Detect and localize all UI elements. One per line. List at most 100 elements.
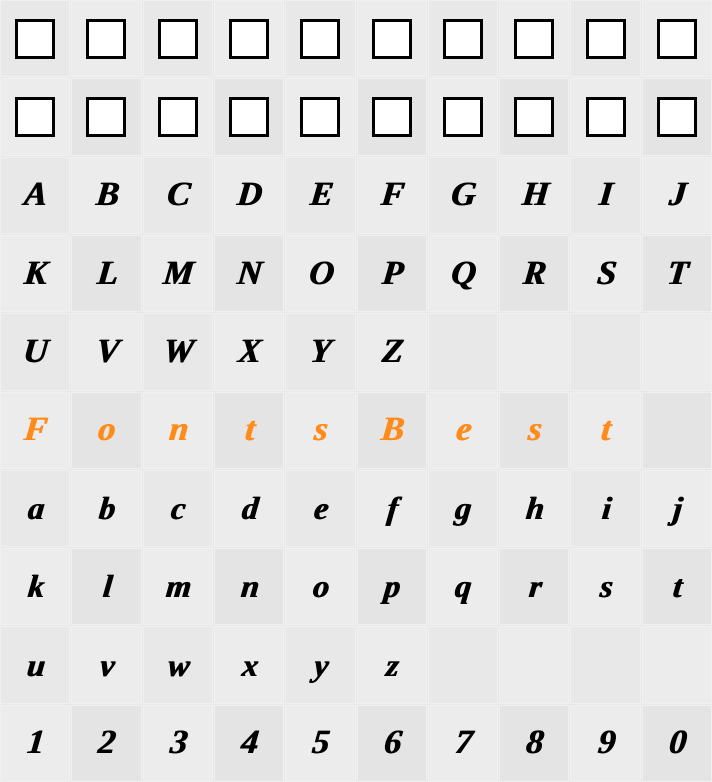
glyph-X: X <box>236 333 262 371</box>
glyph-W: W <box>161 333 194 371</box>
cell-9-1: 2 <box>71 705 141 782</box>
glyph-u: u <box>25 647 46 684</box>
cell-4-2: W <box>143 313 213 390</box>
cell-3-0: K <box>0 235 70 312</box>
glyph-t: t <box>671 568 683 605</box>
cell-7-4: o <box>285 548 355 625</box>
cell-0-5 <box>357 0 427 77</box>
cell-9-2: 3 <box>143 705 213 782</box>
cell-5-1: o <box>71 392 141 469</box>
glyph-o: o <box>96 411 116 449</box>
cell-3-3: N <box>214 235 284 312</box>
cell-8-0: u <box>0 626 70 703</box>
cell-1-7 <box>499 78 569 155</box>
cell-4-1: V <box>71 313 141 390</box>
cell-8-7 <box>499 626 569 703</box>
cell-6-4: e <box>285 470 355 547</box>
glyph-8: 8 <box>524 724 544 762</box>
glyph-n: n <box>239 568 260 605</box>
glyph-T: T <box>665 255 689 293</box>
cell-4-5: Z <box>357 313 427 390</box>
glyph-F: F <box>22 411 48 449</box>
cell-0-8 <box>570 0 640 77</box>
cell-8-9 <box>642 626 712 703</box>
glyph-y: y <box>312 647 329 684</box>
glyph-o: o <box>311 568 330 605</box>
cell-8-6 <box>428 626 498 703</box>
glyph-4: 4 <box>239 724 259 762</box>
glyph-s: s <box>598 568 613 605</box>
cell-7-1: l <box>71 548 141 625</box>
empty-glyph-box <box>158 19 198 59</box>
glyph-6: 6 <box>382 724 402 762</box>
empty-glyph-box <box>586 97 626 137</box>
cell-5-8: t <box>570 392 640 469</box>
cell-1-8 <box>570 78 640 155</box>
glyph-1: 1 <box>25 724 45 762</box>
cell-3-9: T <box>642 235 712 312</box>
cell-0-7 <box>499 0 569 77</box>
empty-glyph-box <box>15 19 55 59</box>
glyph-Y: Y <box>308 333 332 371</box>
cell-1-1 <box>71 78 141 155</box>
cell-2-1: B <box>71 157 141 234</box>
cell-9-0: 1 <box>0 705 70 782</box>
cell-8-4: y <box>285 626 355 703</box>
cell-8-8 <box>570 626 640 703</box>
cell-7-5: p <box>357 548 427 625</box>
glyph-j: j <box>671 490 683 527</box>
cell-0-6 <box>428 0 498 77</box>
cell-4-6 <box>428 313 498 390</box>
cell-3-1: L <box>71 235 141 312</box>
cell-0-2 <box>143 0 213 77</box>
cell-0-0 <box>0 0 70 77</box>
cell-6-0: a <box>0 470 70 547</box>
cell-5-6: e <box>428 392 498 469</box>
empty-glyph-box <box>300 19 340 59</box>
glyph-g: g <box>453 490 472 527</box>
empty-glyph-box <box>586 19 626 59</box>
cell-5-7: s <box>499 392 569 469</box>
cell-9-9: 0 <box>642 705 712 782</box>
cell-3-5: P <box>357 235 427 312</box>
cell-9-5: 6 <box>357 705 427 782</box>
glyph-p: p <box>382 568 401 605</box>
glyph-D: D <box>235 176 263 214</box>
cell-7-3: n <box>214 548 284 625</box>
glyph-L: L <box>95 255 119 293</box>
cell-2-9: J <box>642 157 712 234</box>
cell-4-4: Y <box>285 313 355 390</box>
cell-4-0: U <box>0 313 70 390</box>
cell-7-6: q <box>428 548 498 625</box>
cell-9-7: 8 <box>499 705 569 782</box>
cell-9-6: 7 <box>428 705 498 782</box>
glyph-k: k <box>26 568 45 605</box>
empty-glyph-box <box>514 97 554 137</box>
cell-6-1: b <box>71 470 141 547</box>
glyph-M: M <box>161 255 194 293</box>
glyph-r: r <box>527 568 542 605</box>
glyph-l: l <box>101 568 113 605</box>
glyph-0: 0 <box>667 724 687 762</box>
empty-glyph-box <box>86 97 126 137</box>
glyph-s: s <box>526 411 542 449</box>
cell-6-8: i <box>570 470 640 547</box>
glyph-E: E <box>308 176 334 214</box>
cell-1-4 <box>285 78 355 155</box>
cell-6-6: g <box>428 470 498 547</box>
glyph-m: m <box>164 568 192 605</box>
cell-2-5: F <box>357 157 427 234</box>
glyph-w: w <box>166 647 190 684</box>
glyph-V: V <box>94 333 120 371</box>
empty-glyph-box <box>514 19 554 59</box>
glyph-H: H <box>520 176 549 214</box>
glyph-e: e <box>454 411 472 449</box>
glyph-a: a <box>26 490 45 527</box>
glyph-U: U <box>21 333 49 371</box>
glyph-P: P <box>380 255 404 293</box>
glyph-b: b <box>97 490 116 527</box>
cell-7-8: s <box>570 548 640 625</box>
cell-2-8: I <box>570 157 640 234</box>
cell-9-8: 9 <box>570 705 640 782</box>
cell-3-4: O <box>285 235 355 312</box>
